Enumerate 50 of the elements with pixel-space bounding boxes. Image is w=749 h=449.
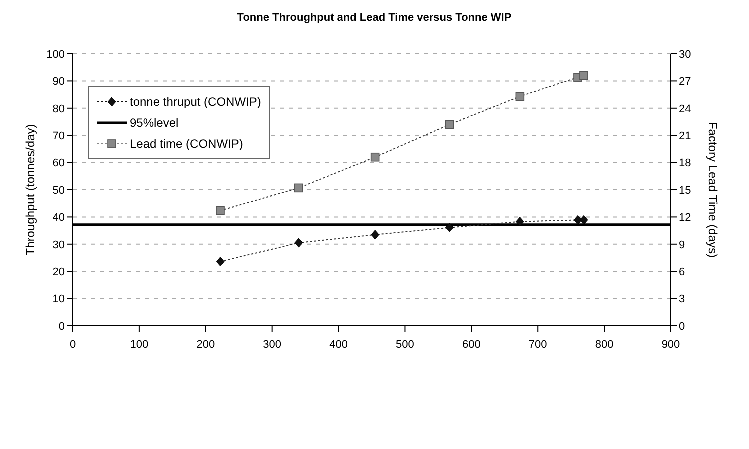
y2-tick-label: 18 bbox=[679, 158, 692, 170]
y-tick-label: 30 bbox=[52, 239, 65, 252]
y-tick-label: 40 bbox=[52, 212, 65, 224]
y2-tick-label: 24 bbox=[679, 103, 692, 116]
x-tick-label: 100 bbox=[130, 338, 149, 351]
x-tick-label: 800 bbox=[595, 338, 614, 351]
y2-tick-label: 15 bbox=[679, 184, 692, 197]
x-tick-label: 700 bbox=[528, 338, 548, 351]
point bbox=[580, 215, 588, 225]
y-tick-label: 0 bbox=[58, 320, 65, 333]
y-axis-title: Throughput (tonnes/day) bbox=[23, 124, 38, 256]
y-tick-label: 10 bbox=[52, 294, 65, 306]
x-tick-label: 900 bbox=[662, 338, 680, 351]
point bbox=[294, 238, 304, 248]
y2-tick-label: 9 bbox=[679, 239, 686, 252]
y-tick-label: 60 bbox=[52, 158, 65, 170]
y2-tick-label: 0 bbox=[679, 320, 686, 333]
y2-tick-label: 12 bbox=[679, 212, 692, 224]
point bbox=[445, 223, 454, 233]
point bbox=[370, 152, 380, 162]
legend-label: 95%level bbox=[130, 116, 179, 130]
y2-tick-label: 21 bbox=[679, 130, 692, 143]
point bbox=[216, 257, 225, 267]
y-tick-label: 70 bbox=[52, 130, 65, 143]
x-tick-label: 300 bbox=[263, 338, 282, 351]
y2-tick-label: 30 bbox=[679, 48, 692, 61]
point bbox=[445, 120, 454, 130]
x-tick-label: 600 bbox=[462, 338, 481, 351]
y2-axis-title: Factory Lead Time (days) bbox=[706, 122, 720, 258]
x-tick-label: 500 bbox=[396, 338, 414, 351]
y2-tick-label: 27 bbox=[679, 76, 692, 88]
y-tick-label: 80 bbox=[52, 103, 65, 116]
legend-label: tonne thruput (CONWIP) bbox=[130, 94, 262, 108]
x-tick-label: 200 bbox=[196, 338, 216, 351]
point bbox=[516, 92, 525, 102]
point bbox=[516, 217, 524, 227]
y-tick-label: 50 bbox=[52, 184, 65, 197]
y2-tick-label: 6 bbox=[679, 266, 686, 279]
y-tick-label: 20 bbox=[52, 266, 65, 279]
x-tick-label: 0 bbox=[70, 338, 76, 351]
point bbox=[580, 71, 588, 80]
legend-label: Lead time (CONWIP) bbox=[130, 136, 244, 150]
point bbox=[216, 206, 225, 216]
point bbox=[294, 184, 304, 193]
x-tick-label: 400 bbox=[330, 338, 348, 351]
chart-title: Tonne Throughput and Lead Time versus Tonne WIP bbox=[236, 11, 513, 26]
point bbox=[371, 230, 380, 240]
y2-tick-label: 3 bbox=[679, 294, 686, 306]
y-tick-label: 100 bbox=[46, 48, 65, 61]
y-tick-label: 90 bbox=[52, 76, 65, 88]
